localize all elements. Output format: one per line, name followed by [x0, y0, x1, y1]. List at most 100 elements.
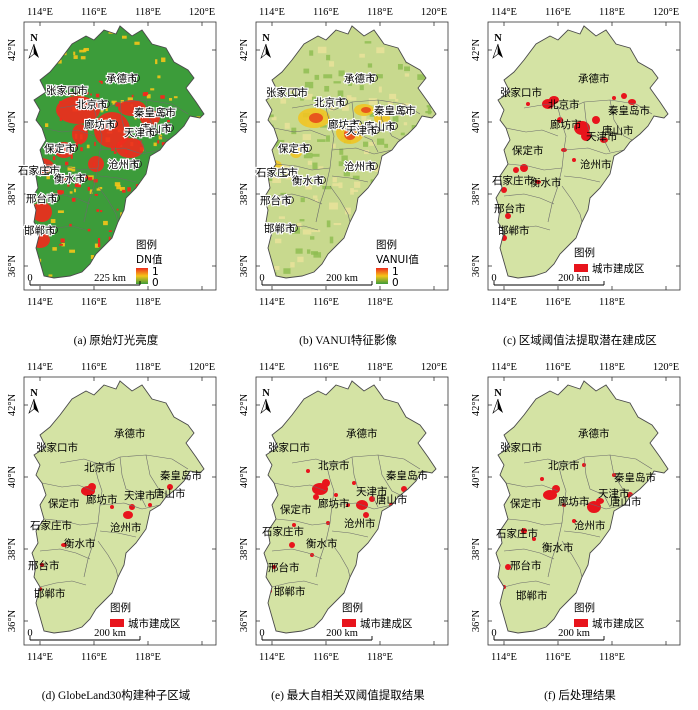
legend-color-ramp	[376, 268, 388, 284]
legend-max: 1	[392, 266, 399, 278]
urban-area	[521, 528, 527, 534]
city-boundary	[561, 185, 583, 223]
lat-tick-label: 42°N	[471, 38, 482, 61]
city-boundary	[273, 482, 327, 492]
city-boundary	[97, 540, 119, 578]
lon-tick-label: 118°E	[135, 652, 161, 663]
svg-text:0: 0	[259, 628, 264, 639]
city-boundary	[273, 127, 327, 137]
lon-tick-label: 114°E	[491, 297, 517, 308]
lon-tick-label: 114°E	[491, 7, 517, 18]
city-boundary	[99, 175, 137, 183]
city-boundary	[609, 99, 633, 141]
city-boundary	[583, 101, 611, 153]
urban-area	[40, 563, 44, 567]
lon-tick-label: 116°E	[81, 297, 107, 308]
lat-tick-label: 38°N	[7, 537, 18, 560]
city-label: 北京市	[548, 98, 580, 111]
lat-tick-label: 38°N	[7, 182, 18, 205]
city-boundary	[271, 193, 323, 205]
urban-area	[306, 469, 310, 473]
city-boundary	[39, 548, 91, 560]
city-marker	[390, 122, 398, 130]
panel-caption: (a) 原始灯光亮度	[73, 335, 159, 347]
urban-area	[572, 158, 576, 162]
lat-tick-label: 42°N	[7, 38, 18, 61]
city-marker	[340, 98, 348, 106]
city-label: 邯郸市	[516, 589, 548, 602]
city-label: 衡水市	[292, 174, 324, 187]
svg-text:N: N	[262, 388, 270, 399]
urban-area	[581, 131, 591, 141]
urban-area	[110, 505, 114, 509]
lon-tick-label: 114°E	[259, 652, 285, 663]
city-boundary	[331, 175, 369, 183]
legend-swatch	[342, 619, 356, 627]
map-svg: 114°E 116°E 118°E 120°E 114°E 116°E 118°E 42°N 4…	[7, 362, 217, 663]
lon-tick-label: 116°E	[81, 652, 107, 663]
city-boundary	[39, 193, 91, 205]
city-label: 承德市	[344, 72, 376, 85]
scale-label: 200 km	[94, 628, 126, 639]
map-panel: 114°E 116°E 118°E 120°E 114°E 116°E 118°E 42°N 4…	[0, 0, 232, 355]
lon-tick-label: 118°E	[599, 362, 625, 373]
map-panel: 114°E 116°E 118°E 120°E 114°E 116°E 118°E 42°N 4…	[0, 355, 232, 710]
city-boundary	[119, 101, 147, 153]
city-boundary	[271, 580, 319, 588]
city-marker	[318, 176, 326, 184]
city-label: 石家庄市	[492, 174, 534, 187]
map-svg: 114°E 116°E 118°E 120°E 114°E 116°E 118°E 42°N 4…	[471, 7, 681, 308]
north-arrow-icon: N	[260, 33, 271, 59]
city-label: 保定市	[280, 503, 312, 516]
city-label: 天津市	[124, 126, 156, 139]
legend-item: 城市建成区	[128, 617, 181, 630]
city-boundary	[563, 175, 601, 183]
urban-area	[596, 498, 604, 504]
legend-item: 城市建成区	[360, 617, 413, 630]
lon-tick-label: 114°E	[259, 297, 285, 308]
city-label: 石家庄市	[30, 519, 72, 532]
lon-tick-label: 114°E	[27, 652, 53, 663]
scale-bar: 0 200 km	[491, 273, 605, 286]
legend-title: 图例	[376, 238, 397, 251]
city-label: 邢台市	[260, 194, 292, 207]
lon-tick-label: 120°E	[189, 362, 215, 373]
lon-tick-label: 118°E	[135, 362, 161, 373]
city-label: 衡水市	[54, 172, 86, 185]
urban-area	[592, 116, 600, 124]
lon-tick-label: 118°E	[367, 652, 393, 663]
lat-tick-label: 36°N	[471, 254, 482, 277]
lon-tick-label: 118°E	[135, 7, 161, 18]
city-label: 衡水市	[542, 541, 574, 554]
urban-area	[505, 564, 511, 570]
city-label: 承德市	[114, 427, 146, 440]
region-outline	[495, 380, 669, 634]
lon-tick-label: 120°E	[653, 362, 679, 373]
city-label: 唐山市	[376, 493, 408, 506]
city-boundary	[271, 548, 323, 560]
legend-color-ramp	[136, 268, 148, 284]
city-label: 邢台市	[28, 559, 60, 572]
urban-area	[505, 213, 511, 219]
city-marker	[134, 160, 142, 168]
city-label: 承德市	[106, 72, 138, 85]
city-marker	[150, 128, 158, 136]
lat-tick-label: 42°N	[471, 393, 482, 416]
city-label: 天津市	[586, 130, 618, 143]
svg-text:0: 0	[491, 273, 496, 284]
city-boundary	[145, 99, 169, 141]
legend-swatch	[574, 264, 588, 272]
lon-tick-label: 114°E	[491, 652, 517, 663]
city-boundary	[39, 225, 87, 233]
city-label: 石家庄市	[496, 527, 538, 540]
svg-text:N: N	[30, 388, 38, 399]
city-boundary	[41, 127, 95, 137]
city-label: 廊坊市	[550, 118, 582, 131]
lon-tick-label: 116°E	[81, 7, 107, 18]
region-outline	[495, 25, 669, 279]
city-boundary	[275, 518, 331, 526]
city-boundary	[583, 456, 611, 508]
